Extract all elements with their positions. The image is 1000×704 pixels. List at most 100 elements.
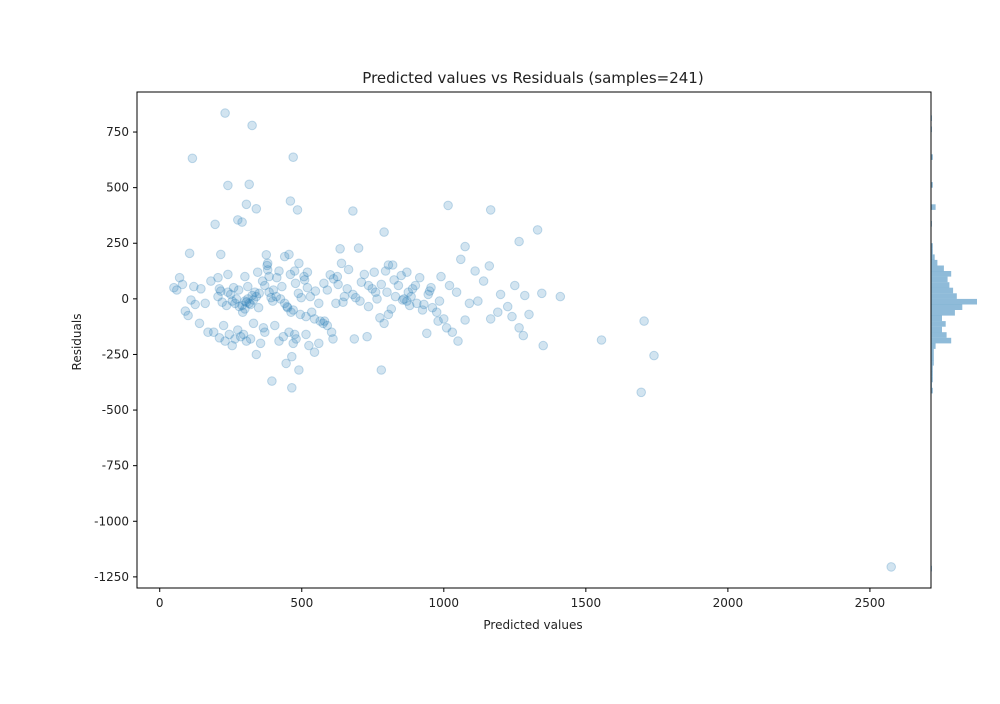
scatter-point xyxy=(255,338,266,349)
scatter-point xyxy=(302,282,313,293)
scatter-point xyxy=(376,365,387,375)
scatter-point xyxy=(422,328,432,339)
histogram-bar xyxy=(931,321,946,327)
histogram-bar xyxy=(931,371,933,377)
scatter-point xyxy=(495,289,506,300)
histogram-bar xyxy=(931,248,933,255)
scatter-point xyxy=(266,292,276,303)
scatter-point xyxy=(355,296,365,306)
scatter-point xyxy=(339,291,350,302)
scatter-point xyxy=(389,275,399,285)
scatter-point xyxy=(262,260,272,271)
scatter-point xyxy=(301,329,311,340)
scatter-point xyxy=(302,267,313,278)
scatter-point xyxy=(282,302,293,313)
scatter-point xyxy=(407,284,418,294)
scatter-point xyxy=(470,266,480,276)
scatter-point xyxy=(387,260,398,270)
y-tick-label: -1000 xyxy=(94,514,129,528)
scatter-point xyxy=(262,265,273,275)
scatter-point xyxy=(433,316,443,326)
scatter-point xyxy=(250,287,260,298)
scatter-point xyxy=(322,320,333,331)
scatter-point xyxy=(393,280,404,291)
scatter-point xyxy=(555,291,566,302)
scatter-point xyxy=(214,284,225,294)
scatter-point xyxy=(309,314,320,324)
scatter-point xyxy=(233,325,243,335)
scatter-point xyxy=(227,340,237,351)
scatter-point xyxy=(383,309,394,320)
scatter-point xyxy=(414,272,425,283)
x-tick-label: 2500 xyxy=(855,596,886,610)
chart-title: Predicted values vs Residuals (samples=2… xyxy=(362,69,703,87)
scatter-point xyxy=(296,292,307,303)
scatter-point xyxy=(180,306,191,316)
x-tick-label: 1000 xyxy=(429,596,460,610)
scatter-point xyxy=(372,294,382,304)
scatter-point xyxy=(322,285,333,295)
y-tick-label: -750 xyxy=(102,459,129,473)
scatter-point xyxy=(244,298,254,309)
scatter-point xyxy=(370,287,381,298)
scatter-point xyxy=(183,310,193,321)
histogram-bar xyxy=(931,376,933,383)
scatter-point xyxy=(514,236,524,247)
scatter-point xyxy=(206,276,216,286)
scatter-point xyxy=(349,334,360,344)
scatter-point xyxy=(271,291,282,302)
scatter-point xyxy=(314,298,324,309)
scatter-point xyxy=(399,294,409,304)
scatter-point xyxy=(248,295,259,305)
scatter-point xyxy=(362,331,372,342)
histogram-bar xyxy=(931,304,963,310)
histogram-bar xyxy=(931,254,935,260)
axis-ticks: 0 500 1000 1500 2000 25007505002500-250-500-7… xyxy=(94,125,885,610)
scatter-point xyxy=(363,280,374,291)
y-tick-label: -250 xyxy=(102,347,129,361)
scatter-point xyxy=(241,199,252,210)
y-tick-label: -1250 xyxy=(94,570,129,584)
scatter-point xyxy=(196,284,206,294)
scatter-point xyxy=(293,288,304,299)
histogram-bar xyxy=(931,343,936,349)
histogram-bar xyxy=(931,310,955,316)
histogram-bar xyxy=(931,243,933,249)
scatter-point xyxy=(310,286,321,296)
scatter-point xyxy=(403,287,414,298)
scatter-point xyxy=(375,313,385,323)
scatter-point xyxy=(350,292,361,303)
scatter-point xyxy=(260,327,270,338)
scatter-point xyxy=(216,286,226,296)
scatter-point xyxy=(230,298,240,309)
scatter-point xyxy=(288,152,299,162)
scatter-point xyxy=(240,296,250,306)
scatter-point xyxy=(287,383,297,393)
scatter-point xyxy=(217,297,227,308)
scatter-point xyxy=(417,305,428,315)
scatter-point xyxy=(431,307,442,318)
scatter-point xyxy=(238,329,249,340)
scatter-point xyxy=(335,244,345,254)
scatter-point xyxy=(284,249,294,260)
scatter-point xyxy=(485,314,496,324)
scatter-point xyxy=(507,311,517,322)
scatter-point xyxy=(213,291,223,302)
scatter-point xyxy=(174,272,185,283)
scatter-point xyxy=(251,349,262,360)
scatter-point xyxy=(272,272,282,283)
histogram-bar xyxy=(931,332,947,338)
scatter-point xyxy=(639,316,649,326)
scatter-point xyxy=(342,284,353,294)
scatter-point xyxy=(241,297,252,308)
scatter-point xyxy=(443,200,453,211)
scatter-point xyxy=(247,120,257,131)
scatter-point xyxy=(245,334,256,344)
histogram-bar xyxy=(931,360,934,366)
scatter-point xyxy=(386,304,397,314)
histogram-bar xyxy=(931,271,952,277)
scatter-point xyxy=(520,290,530,301)
scatter-point xyxy=(189,281,199,292)
